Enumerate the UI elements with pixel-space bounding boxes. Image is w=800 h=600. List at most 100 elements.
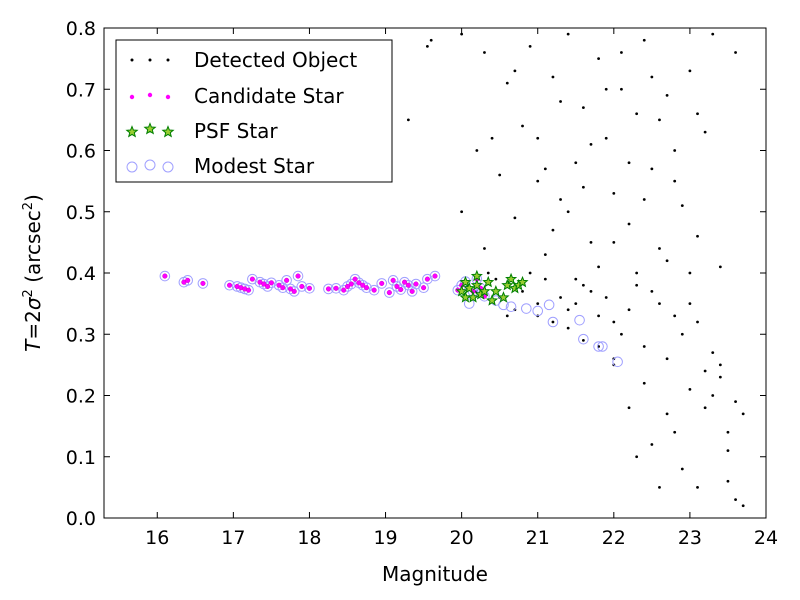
- modest-star-point: [384, 287, 395, 298]
- psf-star-point: [482, 275, 495, 288]
- modest-star-point: [338, 284, 349, 296]
- detected-object-point: [406, 118, 410, 122]
- detected-object-point: [627, 222, 631, 226]
- candidate-star-point: [402, 279, 408, 285]
- candidate-star-point: [405, 282, 411, 288]
- detected-object-point: [696, 320, 699, 324]
- candidate-star-point: [291, 288, 297, 294]
- candidate-star-point: [249, 276, 255, 282]
- detected-object-point: [718, 375, 722, 379]
- detected-object-point: [543, 253, 547, 257]
- legend-box: [115, 39, 393, 183]
- detected-object-point: [543, 277, 547, 281]
- detected-object-point: [536, 302, 540, 306]
- detected-object-point: [665, 93, 669, 97]
- detected-object-point: [604, 296, 608, 299]
- candidate-star-point: [344, 283, 351, 290]
- detected-object-point: [521, 289, 524, 293]
- detected-object-point: [726, 449, 730, 453]
- psf-star-point: [459, 275, 472, 288]
- y-label-unit-exp: 2: [21, 202, 36, 210]
- x-tick-label: 19: [373, 527, 397, 549]
- detected-object-point: [665, 357, 669, 361]
- x-tick-label: 22: [602, 527, 626, 549]
- detected-object-point: [581, 185, 585, 189]
- detected-object-point: [642, 345, 646, 348]
- y-tick-label: 0.5: [66, 202, 96, 224]
- modest-star-point: [323, 283, 334, 295]
- detected-object-point: [635, 455, 639, 459]
- detected-object-point: [460, 210, 464, 214]
- detected-object-point: [429, 38, 433, 42]
- candidate-star-point: [363, 285, 370, 291]
- detected-object-point: [650, 289, 654, 293]
- detected-object-point: [711, 394, 715, 397]
- candidate-star-point: [409, 288, 415, 294]
- candidate-star-point: [265, 283, 271, 290]
- candidate-star-point: [432, 273, 438, 279]
- detected-object-point: [650, 443, 654, 446]
- detected-object-point: [589, 289, 593, 293]
- candidate-star-point: [261, 281, 267, 287]
- detected-object-point: [627, 308, 631, 312]
- x-tick-label: 23: [678, 527, 702, 549]
- psf-star-point: [505, 272, 518, 285]
- candidate-star-point: [246, 287, 252, 293]
- detected-object-point: [559, 100, 562, 103]
- y-label-prefix: T: [21, 338, 45, 352]
- detected-object-point: [483, 51, 486, 54]
- detected-object-point: [566, 210, 570, 214]
- modest-star-point: [593, 341, 604, 352]
- modest-star-point: [262, 281, 273, 292]
- detected-object-point: [673, 149, 677, 152]
- candidate-star-point: [295, 273, 301, 279]
- candidate-star-point: [200, 280, 206, 286]
- detected-object-point: [597, 265, 600, 269]
- candidate-star-point: [341, 287, 347, 293]
- detected-object-point: [734, 400, 737, 404]
- candidate-star-point: [386, 290, 392, 296]
- detected-object-point: [505, 314, 509, 318]
- y-tick-label: 0.1: [66, 447, 96, 469]
- detected-object-point: [505, 81, 509, 85]
- detected-object-point: [726, 430, 730, 434]
- modest-star-point: [532, 305, 544, 317]
- detected-object-point: [490, 136, 494, 140]
- psf-star-point: [478, 285, 491, 297]
- detected-object-point: [604, 136, 608, 140]
- detected-object-point: [604, 87, 608, 91]
- x-axis-ticks: 16 17 18 19 20 21 22 23 24: [145, 28, 778, 549]
- detected-object-point: [658, 302, 661, 306]
- candidate-star-point: [162, 273, 168, 279]
- candidate-star-point: [306, 285, 312, 291]
- modest-star-point: [578, 333, 589, 345]
- psf-star-point: [516, 275, 529, 288]
- detected-object-point: [741, 504, 745, 508]
- psf-star-point: [497, 291, 510, 303]
- candidate-star-point: [421, 285, 427, 291]
- modest-star-point: [368, 284, 380, 296]
- candidate-star-point: [394, 283, 400, 290]
- detected-object-point: [688, 387, 692, 391]
- detected-object-point: [642, 381, 646, 385]
- detected-object-point: [665, 412, 669, 416]
- legend-psf-star: [161, 125, 175, 138]
- candidate-star-point: [325, 286, 332, 292]
- detected-object-point: [521, 124, 524, 128]
- modest-star-point: [266, 277, 277, 289]
- legend-label-detected: Detected Object: [194, 48, 357, 72]
- detected-object-point: [718, 265, 722, 269]
- candidate-star-point: [299, 283, 305, 290]
- detected-object-point: [688, 69, 692, 73]
- psf-star-point: [489, 285, 502, 297]
- y-label-equals: =: [21, 323, 45, 340]
- detected-object-point: [551, 228, 555, 232]
- modest-star-point: [463, 298, 475, 309]
- modest-star-point: [418, 282, 429, 294]
- detected-object-point: [658, 485, 661, 489]
- detected-object-point: [513, 69, 517, 73]
- detected-object-point: [494, 277, 498, 281]
- modest-star-point: [247, 273, 258, 285]
- detected-object-point: [589, 142, 593, 146]
- candidate-star-point: [333, 285, 339, 291]
